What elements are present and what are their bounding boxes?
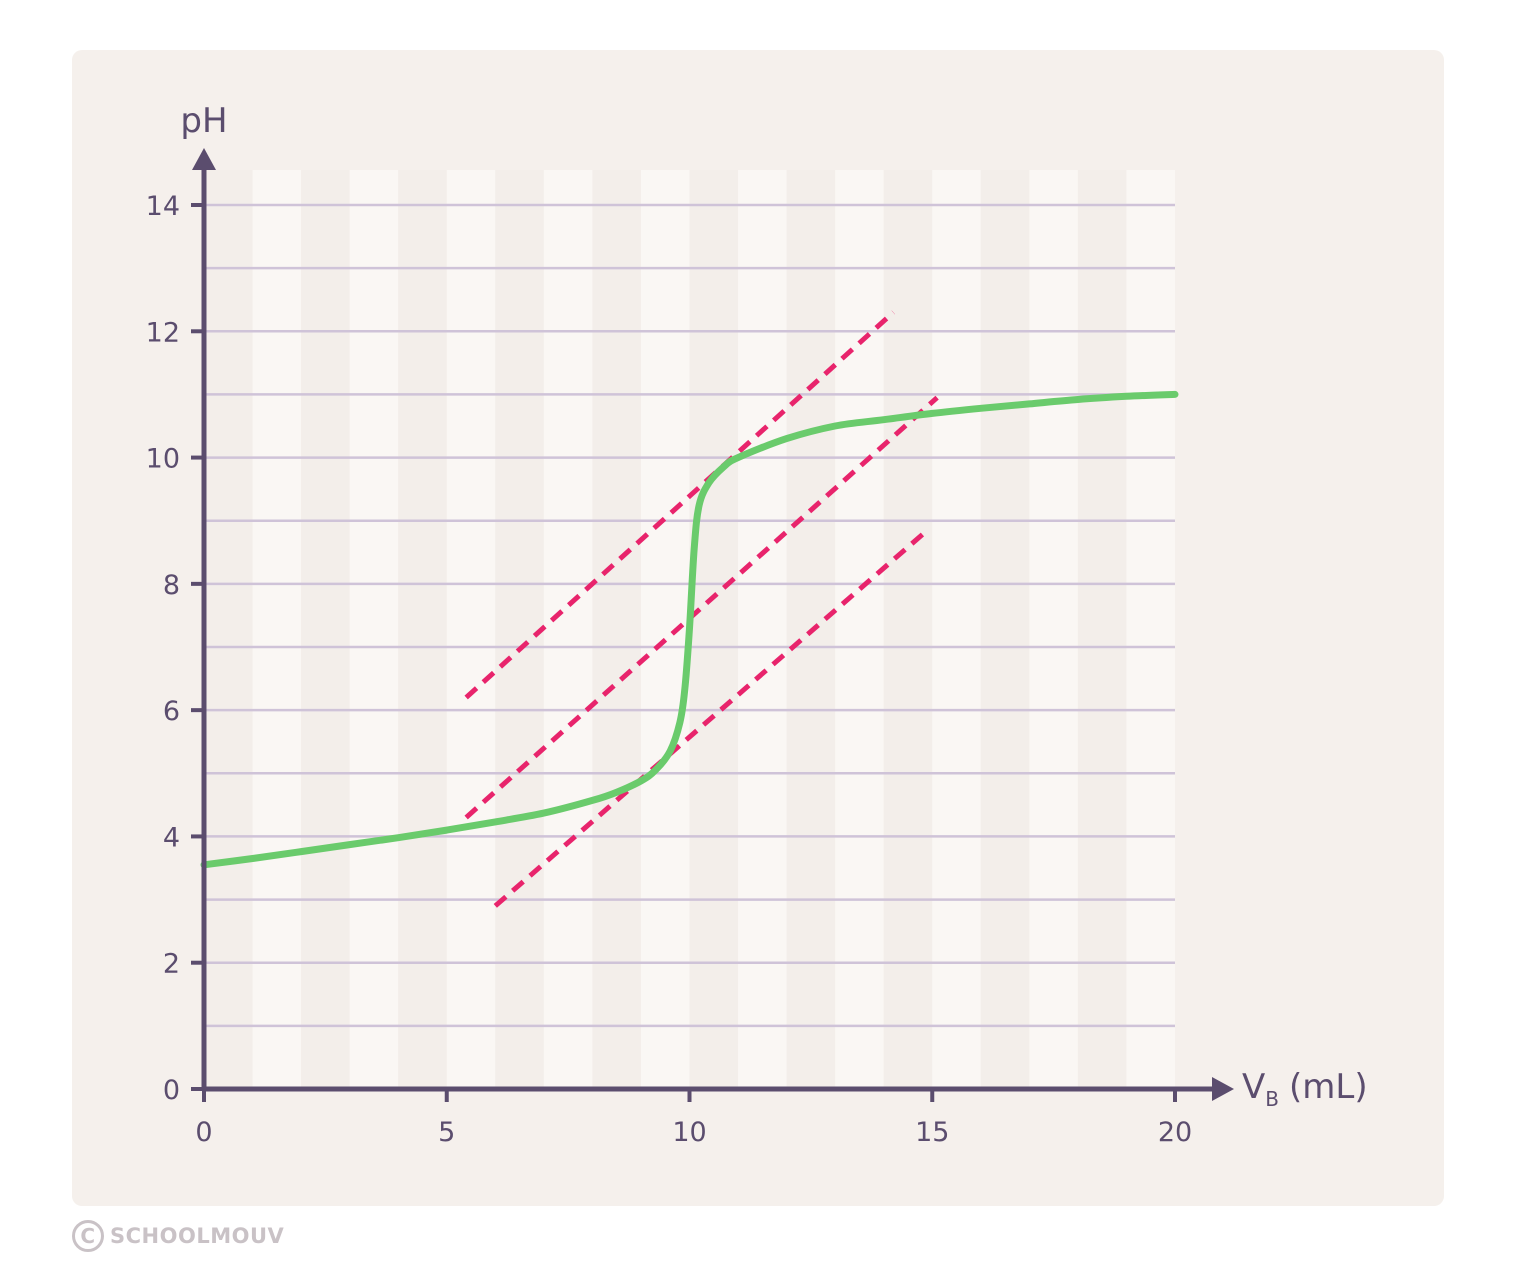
grid-band (349, 170, 399, 1089)
x-tick-label: 10 (672, 1117, 706, 1148)
titration-curve (200, 390, 1179, 869)
grid-band (640, 170, 690, 1089)
x-tick-label: 5 (438, 1117, 455, 1148)
horizontal-gridlines (204, 203, 1175, 1028)
watermark: C SCHOOLMOUV (72, 1218, 284, 1254)
copyright-icon: C (72, 1220, 104, 1252)
x-axis-label-unit: (mL) (1289, 1067, 1368, 1107)
x-axis-label-sub: B (1265, 1087, 1279, 1111)
vertical-bands (204, 170, 1175, 1089)
tangent-line-2 (464, 395, 939, 820)
grid-band (301, 170, 350, 1089)
tangent-line-3 (493, 528, 930, 908)
y-axis-arrow (192, 148, 216, 170)
y-tick-label: 0 (163, 1075, 180, 1106)
grid-band (543, 170, 593, 1089)
x-axis-label-main: V (1242, 1067, 1265, 1107)
grid-band (592, 170, 641, 1089)
x-tick-label: 20 (1158, 1117, 1192, 1148)
grid-band (1077, 170, 1127, 1089)
curve-layer (200, 390, 1179, 869)
axes (192, 148, 1234, 1101)
grid-band (835, 170, 884, 1089)
grid-band (883, 170, 933, 1089)
grid-band (495, 170, 544, 1089)
y-tick-label: 14 (146, 191, 180, 222)
grid-band (980, 170, 1030, 1089)
y-axis-label: pH (180, 101, 227, 141)
y-tick-label: 12 (146, 317, 180, 348)
y-tick-label: 2 (163, 949, 180, 980)
x-axis-label: VB (mL) (1242, 1067, 1368, 1111)
y-tick-label: 4 (163, 822, 180, 853)
tangent-lines (464, 310, 939, 908)
ticks: 0 2 4 6 8 10 12 14 0 5 10 15 20 (146, 191, 1193, 1148)
grid-band (446, 170, 496, 1089)
watermark-text: SCHOOLMOUV (110, 1224, 285, 1248)
y-tick-label: 8 (163, 570, 180, 601)
grid-band (738, 170, 787, 1089)
grid-band (252, 170, 302, 1089)
grid-band (689, 170, 739, 1089)
y-tick-label: 10 (146, 444, 180, 475)
x-tick-label: 15 (915, 1117, 949, 1148)
grid-band (204, 170, 253, 1089)
grid-band (1126, 170, 1175, 1089)
x-axis-arrow (1212, 1077, 1234, 1101)
grid-band (1029, 170, 1078, 1089)
x-tick-label: 0 (195, 1117, 212, 1148)
y-tick-label: 6 (163, 696, 180, 727)
tangent-line-1 (464, 310, 896, 700)
grid-band (398, 170, 447, 1089)
grid-band (932, 170, 981, 1089)
